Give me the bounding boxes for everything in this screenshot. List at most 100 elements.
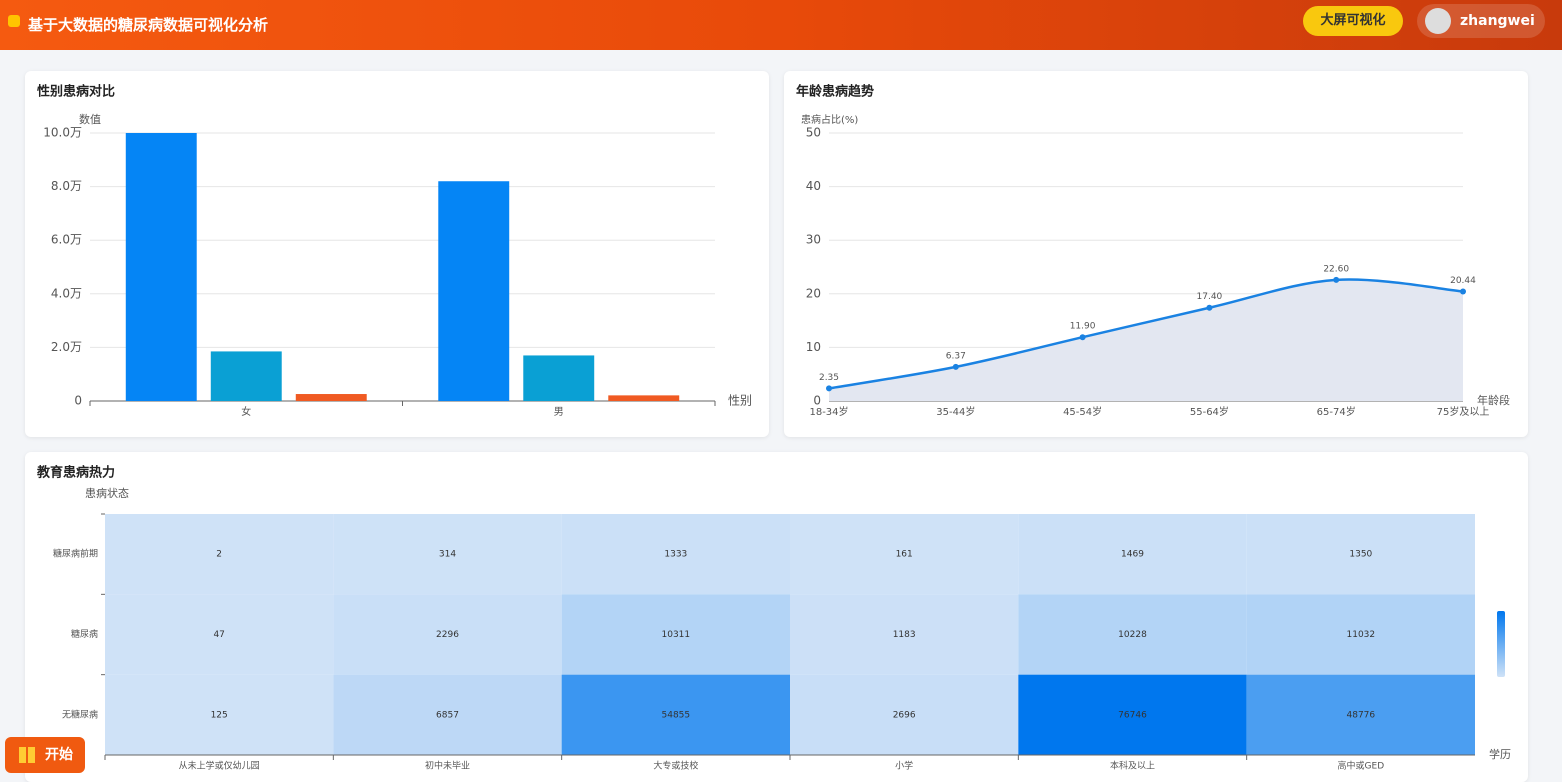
data-label: 11.90 <box>1070 322 1096 332</box>
heat-cell <box>561 594 790 675</box>
x-tick-label: 45-54岁 <box>1063 405 1102 418</box>
y-axis-title: 数值 <box>79 113 101 126</box>
y-tick-label: 糖尿病 <box>71 628 98 640</box>
heat-cell <box>105 514 334 595</box>
cell-label: 6857 <box>436 710 459 720</box>
y-axis-title: 患病占比(%) <box>801 113 858 126</box>
cell-label: 47 <box>213 630 224 640</box>
heat-cell <box>1018 674 1247 755</box>
heat-cell <box>790 594 1019 675</box>
visual-map <box>1497 611 1505 677</box>
cell-label: 54855 <box>662 710 691 720</box>
chart-title: 性别患病对比 <box>37 84 115 100</box>
data-label: 6.37 <box>946 351 966 361</box>
y-axis-title: 患病状态 <box>85 486 129 500</box>
y-tick-label: 0 <box>813 394 821 408</box>
heat-cell <box>333 594 562 675</box>
y-tick-label: 8.0万 <box>51 179 82 193</box>
data-label: 22.60 <box>1323 264 1349 274</box>
x-tick-label: 18-34岁 <box>809 405 848 418</box>
x-axis-title: 学历 <box>1489 747 1511 761</box>
avatar <box>1425 8 1451 34</box>
cell-label: 2 <box>216 550 222 560</box>
x-tick-label: 55-64岁 <box>1190 405 1229 418</box>
y-tick-label: 20 <box>806 286 821 300</box>
data-label: 20.44 <box>1450 276 1476 286</box>
x-axis-title: 性别 <box>728 394 752 408</box>
point <box>1460 288 1466 295</box>
chart-title: 教育患病热力 <box>36 465 115 481</box>
y-tick-label: 4.0万 <box>51 286 82 300</box>
y-tick-label: 0 <box>74 394 82 408</box>
heat-cell <box>105 674 334 755</box>
bar <box>523 355 595 401</box>
y-tick-label: 糖尿病前期 <box>53 548 98 560</box>
cell-label: 11032 <box>1347 630 1376 640</box>
bar <box>608 395 680 401</box>
y-tick-label: 6.0万 <box>51 233 82 247</box>
y-tick-label: 10.0万 <box>43 126 82 140</box>
y-tick-label: 无糖尿病 <box>62 708 98 720</box>
screen-button[interactable]: 大屏可视化 <box>1303 6 1403 36</box>
x-tick-label: 高中或GED <box>1338 760 1385 772</box>
heat-cell <box>333 674 562 755</box>
cell-label: 1183 <box>893 630 916 640</box>
heat-cell <box>790 514 1019 595</box>
cell-label: 1469 <box>1121 550 1144 560</box>
point <box>952 363 959 370</box>
heat-cell <box>561 514 790 595</box>
start-label: 开始 <box>45 747 73 763</box>
y-tick-label: 10 <box>806 340 821 354</box>
start-button[interactable]: 开始 <box>5 737 85 773</box>
chart-title: 年龄患病趋势 <box>796 84 874 100</box>
header: 基于大数据的糖尿病数据可视化分析 大屏可视化 zhangwei <box>0 0 1562 50</box>
heat-cell <box>790 674 1019 755</box>
bar <box>210 351 282 401</box>
heat-cell <box>1246 514 1475 595</box>
cell-label: 125 <box>211 710 228 720</box>
cell-label: 2296 <box>436 630 459 640</box>
x-tick-label: 大专或技校 <box>653 760 698 772</box>
cell-label: 314 <box>439 550 456 560</box>
heat-cell <box>1018 594 1247 675</box>
bar <box>438 181 510 401</box>
data-label: 17.40 <box>1197 292 1223 302</box>
heat-cell <box>105 594 334 675</box>
cell-label: 161 <box>896 550 913 560</box>
user-menu[interactable]: zhangwei <box>1417 4 1545 38</box>
data-label: 2.35 <box>819 373 839 383</box>
bar <box>295 394 367 401</box>
x-tick-label: 女 <box>241 405 251 418</box>
point <box>1333 276 1340 283</box>
user-name: zhangwei <box>1460 13 1535 29</box>
point <box>1079 334 1086 341</box>
point <box>826 385 832 392</box>
heat-cell <box>1018 514 1247 595</box>
y-tick-label: 50 <box>806 126 821 140</box>
cell-label: 10228 <box>1118 630 1147 640</box>
y-tick-label: 40 <box>806 179 821 193</box>
x-tick-label: 从未上学或仅幼儿园 <box>179 760 260 772</box>
app-title: 基于大数据的糖尿病数据可视化分析 <box>28 16 269 34</box>
x-tick-label: 本科及以上 <box>1110 760 1155 772</box>
line <box>828 278 1464 390</box>
x-tick-label: 初中未毕业 <box>425 760 470 772</box>
bar <box>125 133 197 401</box>
cell-label: 1333 <box>664 550 687 560</box>
x-axis-title: 年龄段 <box>1477 393 1510 407</box>
x-tick-label: 男 <box>554 406 564 418</box>
area <box>829 279 1463 401</box>
cell-label: 48776 <box>1347 710 1376 720</box>
x-tick-label: 75岁及以上 <box>1437 405 1490 418</box>
cell-label: 10311 <box>662 630 691 640</box>
x-tick-label: 65-74岁 <box>1317 405 1356 418</box>
cell-label: 2696 <box>893 710 916 720</box>
x-tick-label: 小学 <box>895 760 913 772</box>
cell-label: 76746 <box>1118 710 1147 720</box>
heat-cell <box>1246 674 1475 755</box>
y-tick-label: 30 <box>806 233 821 247</box>
cell-label: 1350 <box>1349 550 1372 560</box>
heat-cell <box>561 674 790 755</box>
